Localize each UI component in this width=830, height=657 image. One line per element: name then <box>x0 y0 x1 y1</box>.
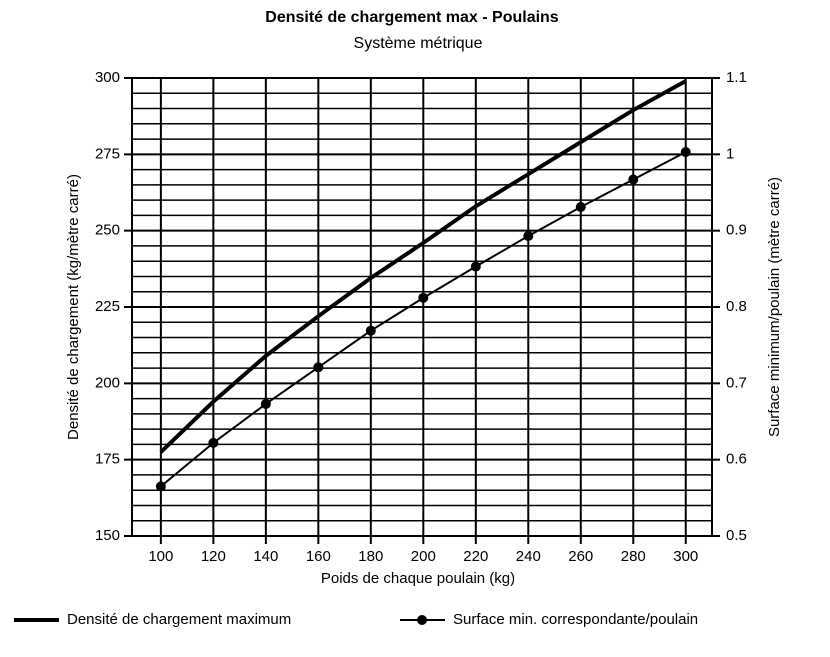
chart-title: Densité de chargement max - Poulains <box>265 9 559 26</box>
y2-tick-label: 0.7 <box>726 374 747 391</box>
marker <box>680 147 691 158</box>
y2-tick-label: 0.8 <box>726 298 747 315</box>
marker <box>418 292 429 303</box>
x-tick-label: 280 <box>621 548 646 565</box>
marker <box>523 231 534 242</box>
marker <box>260 398 271 409</box>
chart-subtitle: Système métrique <box>354 35 483 52</box>
marker <box>313 362 324 373</box>
x-tick-label: 160 <box>306 548 331 565</box>
marker <box>155 481 166 492</box>
x-tick-label: 100 <box>148 548 173 565</box>
y2-tick-label: 1.1 <box>726 69 747 86</box>
y-tick-label: 250 <box>95 222 120 239</box>
y-tick-label: 275 <box>95 145 120 162</box>
x-tick-label: 180 <box>358 548 383 565</box>
marker <box>470 261 481 272</box>
marker <box>575 202 586 213</box>
plot-frame <box>131 77 713 537</box>
x-tick-label: 120 <box>201 548 226 565</box>
marker <box>208 437 219 448</box>
y2-axis-label: Surface minimum/poulain (mètre carré) <box>766 177 783 437</box>
x-tick-label: 220 <box>463 548 488 565</box>
y-tick-label: 150 <box>95 527 120 544</box>
x-axis-label: Poids de chaque poulain (kg) <box>321 570 515 587</box>
y2-tick-label: 1 <box>726 145 734 162</box>
x-tick-label: 200 <box>411 548 436 565</box>
legend-label: Surface min. correspondante/poulain <box>453 611 698 628</box>
x-tick-label: 240 <box>516 548 541 565</box>
y2-tick-label: 0.6 <box>726 451 747 468</box>
y-tick-label: 300 <box>95 69 120 86</box>
series-line <box>159 79 687 454</box>
marker <box>365 325 376 336</box>
legend-label: Densité de chargement maximum <box>67 611 291 628</box>
x-tick-label: 300 <box>673 548 698 565</box>
y-tick-label: 200 <box>95 374 120 391</box>
y-tick-label: 175 <box>95 451 120 468</box>
y2-tick-label: 0.5 <box>726 527 747 544</box>
y-tick-label: 225 <box>95 298 120 315</box>
legend-marker <box>417 615 427 625</box>
y2-tick-label: 0.9 <box>726 222 747 239</box>
x-tick-label: 140 <box>253 548 278 565</box>
marker <box>628 174 639 185</box>
y-axis-label: Densité de chargement (kg/mètre carré) <box>65 174 82 440</box>
x-tick-label: 260 <box>568 548 593 565</box>
